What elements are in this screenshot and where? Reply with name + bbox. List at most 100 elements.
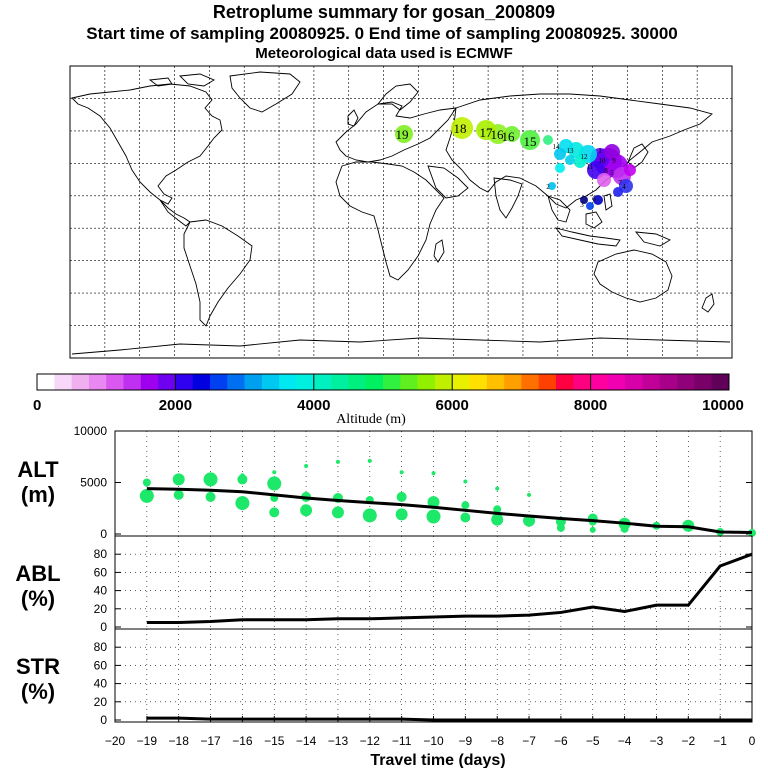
alt-scatter-point [235,496,250,511]
panel-frame [114,535,753,630]
x-tick-label: −19 [137,734,158,748]
colorbar-label: Altitude (m) [336,412,406,427]
colorbar-cell [227,374,245,390]
x-tick-label: −20 [105,734,126,748]
colorbar-cell [106,374,124,390]
x-tick-label: −11 [392,734,412,748]
alt-scatter-point [426,509,441,524]
alt-scatter-point [172,473,185,486]
alt-scatter-point [272,470,277,475]
alt-scatter-point [589,526,596,533]
colorbar-tick-label: 8000 [574,397,607,414]
x-axis-label: Travel time (days) [370,752,505,768]
alt-scatter-point [461,501,470,510]
x-tick-label: −18 [169,734,190,748]
y-tick-label: 0 [100,620,107,634]
y-tick-label: 10000 [74,424,108,438]
alt-scatter-point [203,472,218,487]
map-day-label: 9 [612,157,616,165]
colorbar-cell [123,374,142,390]
map-day-label: 10 [599,157,607,165]
abl-line [146,552,753,624]
panel-str: 0 20 40 60 80 STR(%) [16,628,753,727]
colorbar-tick-label: 4000 [297,397,330,414]
panel-abl: 0 20 40 60 80 ABL(%) [15,535,753,634]
x-tick-label: −2 [681,734,695,748]
plume-marker [597,173,611,187]
x-tick-label: −17 [200,734,221,748]
colorbar-cell [486,374,505,390]
y-axis-label: ABL [15,561,60,586]
map-day-label: 15 [524,134,537,149]
colorbar-cell [400,374,418,390]
y-tick-label: 20 [94,602,108,616]
plume-marker [624,164,636,176]
colorbar-cell [677,374,695,390]
colorbar-cell [365,374,384,390]
map-gridlines [70,66,732,358]
map-day-label: 8 [604,167,608,175]
x-tick-label: −7 [522,734,536,748]
y-tick-label: 5000 [80,476,107,490]
y-tick-label: 80 [94,547,108,561]
plume-marker [543,135,553,145]
plume-marker [554,148,566,160]
plume-marker [586,202,594,210]
colorbar-cell [711,374,730,390]
y-tick-label: 20 [94,695,108,709]
alt-scatter-point [240,473,245,478]
plume-marker [476,120,496,140]
plume-marker [548,182,556,190]
map-day-label: 6 [592,195,596,203]
colorbar-tick-label: 10000 [702,397,744,414]
colorbar-cell [452,374,470,390]
alt-scatter-point [395,508,408,521]
colorbar-cell [383,374,401,390]
alt-scatter-point [493,505,502,514]
colorbar-cell [538,374,557,390]
y-axis-unit: (m) [21,482,55,507]
plume-marker [580,196,588,204]
plume-marker [555,163,565,173]
alt-scatter-point [431,471,436,476]
world-map [69,65,733,359]
alt-scatter-point [300,504,313,517]
colorbar-cell [210,374,228,390]
sampling-time-subtitle: Start time of sampling 20080925. 0 End t… [86,24,678,43]
alt-scatter-point [304,464,309,469]
alt-scatter-point [463,479,468,484]
x-axis: −20 −19 −18 −17 −16 −15 −14 −13 −12 −11 −10 −9 −8 −7−… [105,716,756,768]
alt-scatter-point [491,513,504,526]
x-tick-label: −6 [554,734,568,748]
colorbar-cell [625,374,643,390]
colorbar-cell [175,374,193,390]
alt-mean-line [146,487,753,534]
alt-scatter-point [142,478,151,487]
colorbar-cell [158,374,176,390]
colorbar-tick-label: 2000 [159,397,192,414]
x-tick-label: −1 [713,734,727,748]
alt-scatter-point [139,488,154,503]
y-tick-label: 0 [100,713,107,727]
y-tick-label: 80 [94,640,108,654]
map-day-label: 11 [587,163,594,171]
x-tick-label: −15 [264,734,285,748]
map-day-label: 14 [553,143,561,151]
alt-scatter-point [396,491,407,502]
x-tick-label: −5 [586,734,600,748]
alt-scatter-point [399,470,404,475]
colorbar-cell [469,374,488,390]
colorbar-cell [313,374,332,390]
y-tick-label: 60 [94,565,108,579]
map-frame [69,65,733,359]
plume-marker [395,125,413,143]
map-day-label: 1 [598,147,602,155]
alt-scatter-point [269,507,280,518]
x-tick-label: −3 [650,734,664,748]
meteo-data-subtitle: Meteorological data used is ECMWF [255,45,513,62]
colorbar-cell [573,374,591,390]
alt-scatter-point [267,476,282,491]
panel-frame [114,628,753,723]
